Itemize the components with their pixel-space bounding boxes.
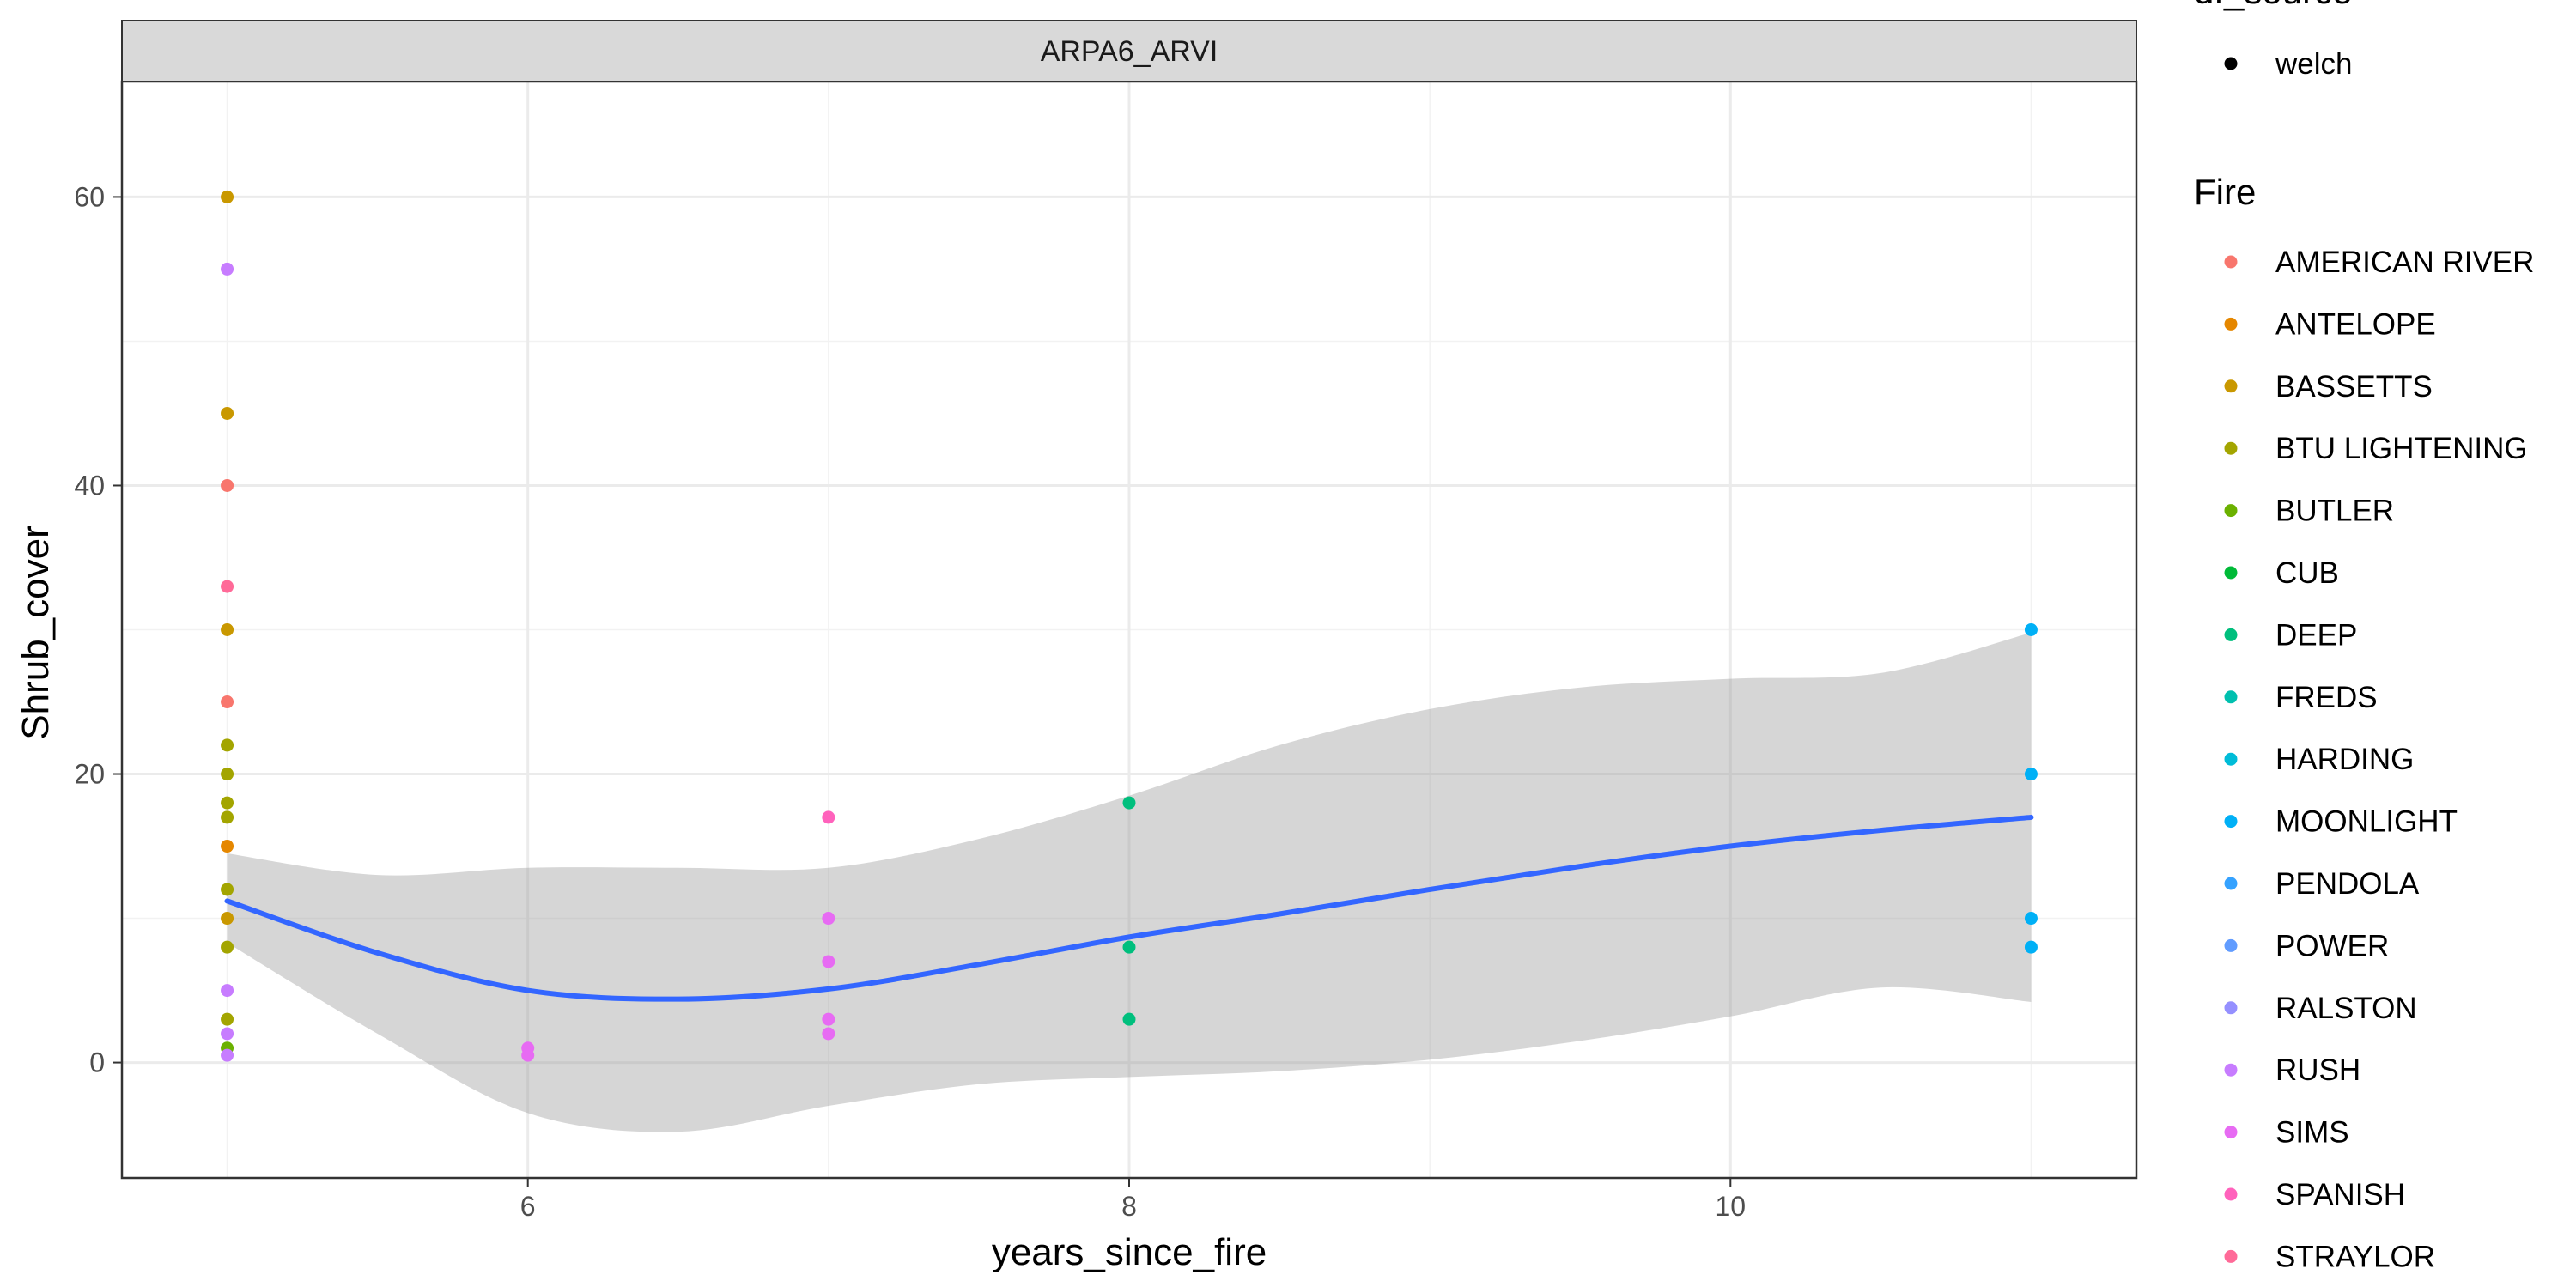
color-legend-label: RALSTON	[2275, 992, 2417, 1025]
y-tick-label: 60	[74, 181, 105, 212]
color-legend-key	[2224, 1187, 2238, 1201]
color-legend-label: AMERICAN RIVER	[2275, 246, 2534, 279]
data-point	[221, 796, 234, 810]
facet-label: ARPA6_ARVI	[1041, 35, 1218, 68]
x-tick-label: 6	[520, 1191, 536, 1222]
color-legend-label: CUB	[2275, 556, 2339, 590]
data-point	[2024, 623, 2038, 636]
gridlines	[122, 82, 2136, 1178]
color-legend-key	[2224, 504, 2238, 518]
color-legend-key	[2224, 815, 2238, 829]
shape-legend-key	[2224, 57, 2238, 70]
color-legend-title: Fire	[2194, 172, 2256, 212]
color-legend-key	[2224, 938, 2238, 952]
color-legend-label: BTU LIGHTENING	[2275, 432, 2528, 465]
color-legend-label: FREDS	[2275, 681, 2378, 714]
data-point	[521, 1048, 535, 1062]
shape-legend-title: df_source	[2194, 0, 2352, 11]
color-legend-label: HARDING	[2275, 743, 2414, 776]
data-point	[221, 768, 234, 781]
data-point	[221, 406, 234, 420]
color-legend-label: RUSH	[2275, 1053, 2360, 1087]
smooth-line	[224, 814, 2034, 1002]
data-point	[1122, 796, 1136, 810]
facet-strip	[121, 20, 2137, 82]
color-legend-label: POWER	[2275, 929, 2389, 962]
color-legend-key	[2224, 752, 2238, 766]
data-point	[221, 810, 234, 824]
color-legend-label: SPANISH	[2275, 1178, 2405, 1211]
color-legend-key	[2224, 255, 2238, 269]
data-point	[822, 955, 835, 968]
confidence-ribbon	[227, 632, 2032, 1132]
color-legend-label: ANTELOPE	[2275, 307, 2436, 341]
color-legend-key	[2224, 1249, 2238, 1263]
data-point	[221, 478, 234, 492]
color-legend-key	[2224, 1001, 2238, 1015]
data-point	[2024, 940, 2038, 954]
data-point	[221, 1048, 234, 1062]
data-point	[221, 984, 234, 998]
color-legend-key	[2224, 379, 2238, 393]
color-legend-key	[2224, 628, 2238, 641]
data-point	[221, 883, 234, 896]
x-tick-label: 8	[1121, 1191, 1137, 1222]
data-point	[221, 190, 234, 203]
color-legend-label: STRAYLOR	[2275, 1240, 2435, 1273]
y-tick-label: 20	[74, 759, 105, 790]
color-legend-key	[2224, 1126, 2238, 1139]
data-point	[221, 1012, 234, 1026]
data-point	[1122, 1012, 1136, 1026]
data-point	[221, 580, 234, 593]
x-axis-title: years_since_fire	[992, 1231, 1267, 1273]
color-legend-key	[2224, 566, 2238, 580]
color-legend-key	[2224, 877, 2238, 890]
color-legend-key	[2224, 317, 2238, 331]
y-tick-label: 40	[74, 470, 105, 501]
color-legend-label: SIMS	[2275, 1116, 2349, 1150]
data-point	[221, 623, 234, 636]
color-legend-label: MOONLIGHT	[2275, 805, 2458, 839]
data-point	[822, 1027, 835, 1041]
color-legend-key	[2224, 690, 2238, 704]
y-tick-label: 0	[89, 1047, 105, 1078]
color-legend-label: BUTLER	[2275, 495, 2394, 528]
data-point	[822, 1012, 835, 1026]
y-axis-title: Shrub_cover	[15, 525, 57, 739]
color-legend-key	[2224, 441, 2238, 455]
data-point	[221, 738, 234, 752]
data-point	[822, 810, 835, 824]
legend: df_source Fire welch AMERICAN RIVER ANTELO…	[2194, 0, 2534, 1273]
data-point	[1122, 940, 1136, 954]
color-legend-label: PENDOLA	[2275, 867, 2420, 901]
data-point	[221, 912, 234, 926]
data-point	[221, 262, 234, 276]
color-legend-label: DEEP	[2275, 618, 2357, 652]
data-point	[822, 912, 835, 926]
color-legend-key	[2224, 1063, 2238, 1077]
confidence-ribbon-layer	[227, 632, 2032, 1132]
shape-legend-label: welch	[2275, 47, 2352, 81]
data-points	[221, 190, 2038, 1062]
data-point	[2024, 912, 2038, 926]
x-tick-label: 10	[1716, 1191, 1747, 1222]
data-point	[221, 1027, 234, 1041]
color-legend-label: BASSETTS	[2275, 370, 2433, 404]
axis-ticks: 6 8 10 0 20 40 60	[74, 181, 1746, 1222]
data-point	[221, 695, 234, 709]
data-point	[2024, 768, 2038, 781]
data-point	[221, 940, 234, 954]
smooth-line-layer	[224, 814, 2034, 1002]
data-point	[221, 840, 234, 853]
